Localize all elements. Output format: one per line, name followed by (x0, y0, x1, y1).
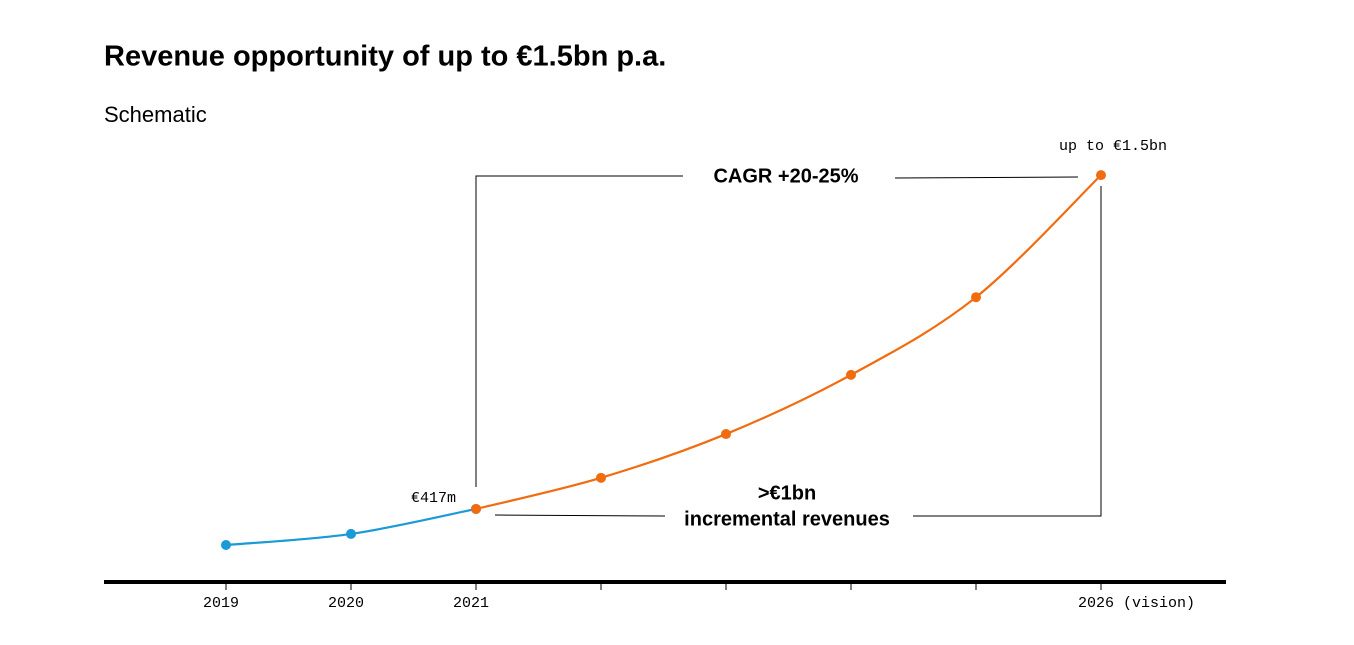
chart-title: Revenue opportunity of up to €1.5bn p.a. (104, 41, 666, 73)
bracket (913, 186, 1102, 517)
annotation: incremental revenues (684, 508, 890, 530)
line (475, 174, 1102, 511)
point (846, 369, 856, 380)
point (596, 472, 606, 483)
bracket (475, 175, 683, 487)
annotation: CAGR +20-25% (713, 165, 858, 187)
bracket (894, 176, 1079, 179)
point (1096, 170, 1106, 181)
x-tick-label: 2021 (453, 595, 489, 612)
x-tick-label: 2020 (328, 595, 364, 612)
x-tick-label: 2026 (vision) (1078, 595, 1195, 612)
point (471, 503, 481, 514)
x-tick-label: 2019 (203, 595, 239, 612)
bracket (494, 514, 666, 517)
value-label: €417m (411, 490, 456, 507)
point (346, 528, 356, 539)
value-label: up to €1.5bn (1059, 138, 1167, 155)
annotation: >€1bn (758, 482, 816, 504)
point (721, 429, 731, 440)
point (971, 292, 981, 303)
chart-subtitle: Schematic (104, 102, 207, 127)
line (225, 507, 477, 547)
point (221, 540, 231, 551)
